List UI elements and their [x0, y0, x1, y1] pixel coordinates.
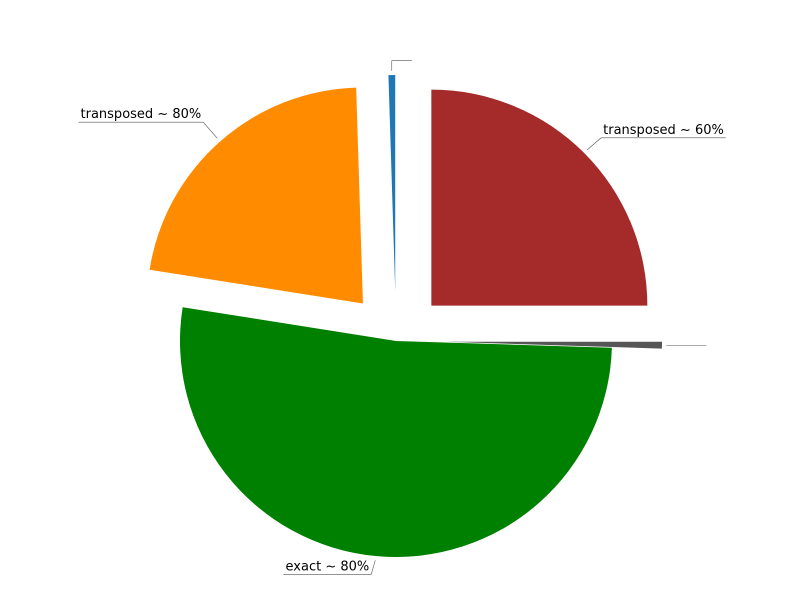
pie-leader-line-0 — [586, 137, 726, 151]
pie-slice-3 — [180, 307, 612, 557]
pie-leader-line-1 — [391, 60, 412, 71]
pie-slice-2 — [149, 87, 363, 304]
pie-slices — [149, 75, 662, 557]
pie-leader-line-2 — [78, 121, 218, 139]
pie-slice-label-2: transposed ~ 80% — [81, 107, 202, 122]
pie-slice-4 — [445, 341, 662, 349]
pie-leader-line-3 — [283, 560, 376, 575]
pie-labels: transposed ~ 60% transposed ~ 80% exact ~ … — [78, 60, 726, 575]
pie-slice-label-0: transposed ~ 60% — [603, 123, 724, 138]
pie-slice-label-3: exact ~ 80% — [286, 559, 370, 574]
pie-slice-1 — [388, 75, 396, 292]
pie-slice-0 — [431, 89, 648, 306]
